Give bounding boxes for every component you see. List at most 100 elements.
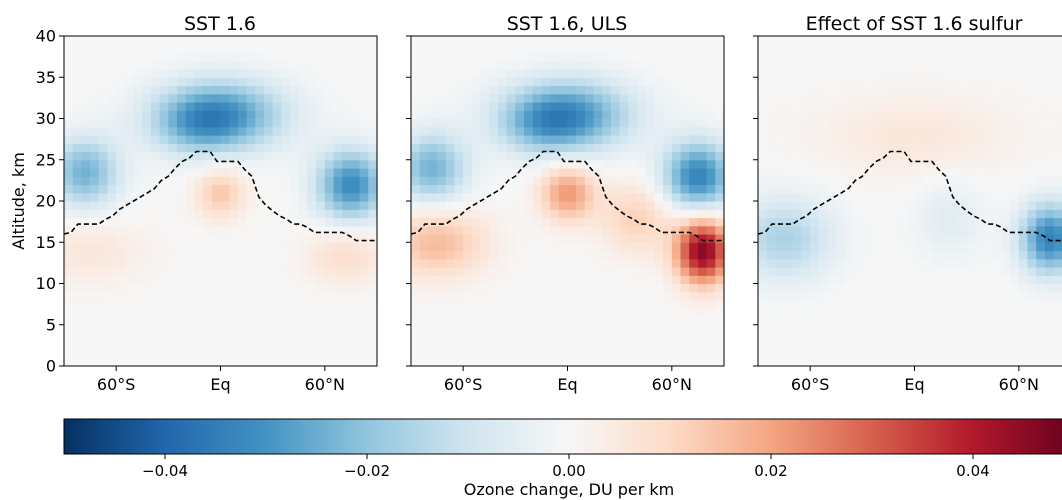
heatmap-cell xyxy=(290,143,300,153)
heatmap-cell xyxy=(211,333,222,342)
x-tick-label: Eq xyxy=(210,375,230,394)
heatmap-cell xyxy=(853,102,863,111)
heatmap-cell xyxy=(333,44,343,54)
heatmap-cell xyxy=(159,283,169,293)
heatmap-cell xyxy=(610,341,621,351)
heatmap-cell xyxy=(445,143,456,153)
heatmap-cell xyxy=(454,333,464,342)
heatmap-cell xyxy=(637,143,647,153)
heatmap-cell xyxy=(862,300,872,309)
heatmap-cell xyxy=(64,102,74,111)
heatmap-cell xyxy=(680,77,690,87)
heatmap-cell xyxy=(98,316,109,326)
heatmap-cell xyxy=(81,308,91,318)
heatmap-cell xyxy=(290,126,300,136)
heatmap-cell xyxy=(445,159,456,169)
heatmap-cell xyxy=(159,52,169,62)
heatmap-cell xyxy=(940,135,950,144)
heatmap-cell xyxy=(663,349,673,359)
heatmap-cell xyxy=(923,300,933,309)
heatmap-cell xyxy=(619,176,629,186)
heatmap-cell xyxy=(619,258,629,268)
heatmap-cell xyxy=(567,316,577,326)
heatmap-cell xyxy=(324,291,335,301)
heatmap-cell xyxy=(923,242,933,252)
heatmap-cell xyxy=(203,234,213,243)
heatmap-cell xyxy=(610,60,621,70)
heatmap-cell xyxy=(333,176,343,186)
heatmap-cell xyxy=(454,209,464,219)
heatmap-cell xyxy=(766,85,776,95)
heatmap-cell xyxy=(471,110,482,120)
heatmap-cell xyxy=(957,126,968,136)
heatmap-cell xyxy=(905,324,916,334)
heatmap-cell xyxy=(98,267,109,276)
heatmap-cell xyxy=(359,126,369,136)
heatmap-cell xyxy=(689,258,699,268)
heatmap-cell xyxy=(237,36,248,45)
heatmap-cell xyxy=(229,168,239,177)
heatmap-cell xyxy=(567,69,577,78)
heatmap-cell xyxy=(844,242,855,252)
heatmap-cell xyxy=(844,168,855,177)
heatmap-cell xyxy=(931,151,942,161)
heatmap-cell xyxy=(697,201,708,210)
heatmap-cell xyxy=(550,176,560,186)
heatmap-cell xyxy=(637,258,647,268)
heatmap-cell xyxy=(272,316,282,326)
heatmap-cell xyxy=(515,135,525,144)
heatmap-cell xyxy=(784,341,794,351)
heatmap-cell xyxy=(168,184,178,194)
heatmap-cell xyxy=(463,168,473,177)
heatmap-cell xyxy=(654,333,664,342)
heatmap-cell xyxy=(645,283,656,293)
heatmap-cell xyxy=(107,308,117,318)
heatmap-cell xyxy=(619,217,629,227)
heatmap-cell xyxy=(697,324,708,334)
heatmap-cell xyxy=(715,333,725,342)
heatmap-cell xyxy=(1036,102,1046,111)
heatmap-cell xyxy=(281,291,291,301)
heatmap-cell xyxy=(133,192,143,202)
heatmap-cell xyxy=(324,217,335,227)
heatmap-cell xyxy=(645,184,656,194)
heatmap-cell xyxy=(350,118,361,128)
heatmap-cell xyxy=(1001,159,1011,169)
heatmap-cell xyxy=(471,250,482,260)
heatmap-cell xyxy=(931,102,942,111)
heatmap-cell xyxy=(298,234,309,243)
heatmap-cell xyxy=(1001,135,1011,144)
heatmap-cell xyxy=(1010,201,1020,210)
heatmap-cell xyxy=(844,333,855,342)
heatmap-cell xyxy=(445,176,456,186)
heatmap-cell xyxy=(689,349,699,359)
heatmap-cell xyxy=(871,291,881,301)
heatmap-cell xyxy=(524,159,534,169)
heatmap-cell xyxy=(637,192,647,202)
heatmap-cell xyxy=(316,300,326,309)
heatmap-cell xyxy=(419,308,429,318)
heatmap-cell xyxy=(844,201,855,210)
heatmap-cell xyxy=(133,242,143,252)
heatmap-cell xyxy=(368,300,378,309)
heatmap-cell xyxy=(992,184,1003,194)
panel-1-x-axis: 60°S Eq 60°N xyxy=(97,366,345,394)
heatmap-cell xyxy=(324,283,335,293)
heatmap-cell xyxy=(255,77,265,87)
heatmap-cell xyxy=(715,184,725,194)
heatmap-cell xyxy=(177,192,187,202)
heatmap-cell xyxy=(766,118,776,128)
heatmap-cell xyxy=(792,341,803,351)
heatmap-cell xyxy=(194,60,204,70)
heatmap-cell xyxy=(98,118,109,128)
heatmap-cell xyxy=(871,159,881,169)
heatmap-cell xyxy=(810,275,820,285)
heatmap-cell xyxy=(471,126,482,136)
heatmap-cell xyxy=(836,258,846,268)
heatmap-cell xyxy=(229,234,239,243)
heatmap-cell xyxy=(454,258,464,268)
heatmap-cell xyxy=(957,357,968,367)
heatmap-cell xyxy=(888,316,898,326)
heatmap-cell xyxy=(90,283,100,293)
heatmap-cell xyxy=(445,52,456,62)
